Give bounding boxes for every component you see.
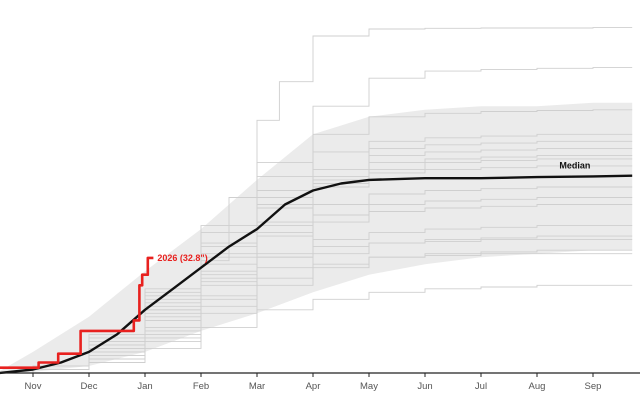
x-tick-label-nov: Nov [25,381,42,392]
current-season-label: 2026 (32.8") [157,253,207,263]
current-season-line [0,256,154,369]
current-season-layer [0,256,154,369]
median-layer [0,174,633,375]
median-line [0,174,633,375]
x-tick-label-dec: Dec [81,381,98,392]
x-tick-label-mar: Mar [249,381,265,392]
x-axis-ticks: Nov Dec Jan Feb Mar Apr May Jun Jul Aug Sep [25,373,602,392]
x-tick-label-jun: Jun [417,381,432,392]
interquartile-band-layer [0,102,633,373]
x-tick-label-jul: Jul [475,381,487,392]
interquartile-band [0,102,633,373]
x-tick-label-apr: Apr [306,381,321,392]
median-label: Median [559,160,590,170]
x-tick-label-may: May [360,381,378,392]
x-tick-label-jan: Jan [137,381,152,392]
x-tick-label-sep: Sep [585,381,602,392]
x-tick-label-feb: Feb [193,381,209,392]
x-tick-label-aug: Aug [529,381,546,392]
